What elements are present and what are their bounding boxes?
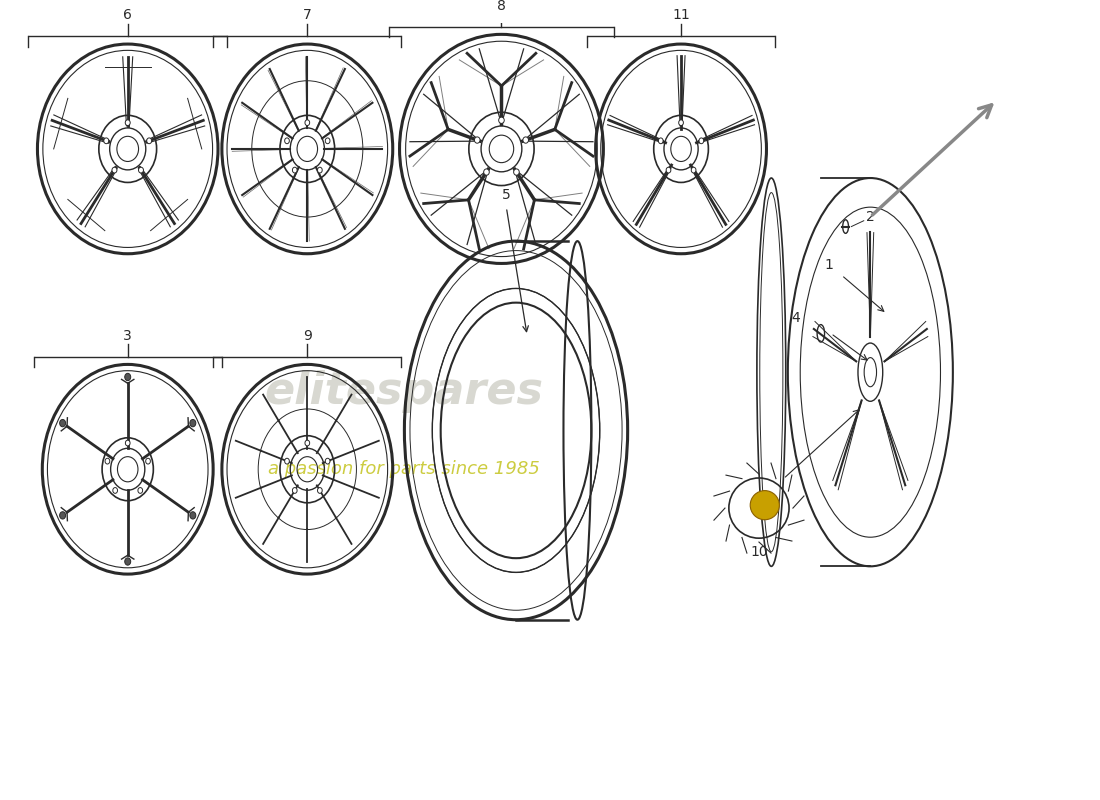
Text: elitespares: elitespares	[265, 370, 543, 413]
Text: 8: 8	[497, 0, 506, 13]
Text: 5: 5	[502, 188, 510, 202]
Text: 4: 4	[792, 311, 800, 325]
Ellipse shape	[190, 419, 196, 426]
Ellipse shape	[190, 512, 196, 519]
Ellipse shape	[691, 167, 696, 173]
Ellipse shape	[318, 487, 322, 494]
Ellipse shape	[139, 167, 143, 173]
Ellipse shape	[498, 117, 504, 123]
Ellipse shape	[112, 167, 117, 173]
Ellipse shape	[318, 167, 322, 173]
Ellipse shape	[145, 458, 151, 464]
Ellipse shape	[305, 120, 310, 126]
Ellipse shape	[293, 487, 297, 494]
Ellipse shape	[103, 138, 109, 144]
Ellipse shape	[326, 138, 330, 144]
Ellipse shape	[326, 458, 330, 464]
Ellipse shape	[514, 169, 519, 175]
Text: 11: 11	[672, 8, 690, 22]
Text: 6: 6	[123, 8, 132, 22]
Ellipse shape	[305, 440, 310, 446]
Ellipse shape	[659, 138, 663, 144]
Text: 1: 1	[825, 258, 834, 272]
Ellipse shape	[698, 138, 704, 144]
Ellipse shape	[474, 137, 480, 143]
Text: 3: 3	[123, 329, 132, 342]
Ellipse shape	[146, 138, 152, 144]
Ellipse shape	[522, 137, 528, 143]
Ellipse shape	[484, 169, 490, 175]
Text: 2: 2	[866, 210, 874, 224]
Ellipse shape	[293, 167, 297, 173]
Ellipse shape	[125, 120, 130, 126]
Ellipse shape	[125, 440, 130, 446]
Text: 10: 10	[750, 545, 768, 559]
Ellipse shape	[124, 374, 131, 381]
Ellipse shape	[138, 487, 143, 494]
Ellipse shape	[750, 490, 779, 520]
Ellipse shape	[106, 458, 110, 464]
Ellipse shape	[285, 458, 289, 464]
Ellipse shape	[285, 138, 289, 144]
Ellipse shape	[59, 419, 66, 426]
Ellipse shape	[59, 512, 66, 519]
Ellipse shape	[113, 487, 118, 494]
Ellipse shape	[679, 120, 683, 126]
Text: 7: 7	[302, 8, 311, 22]
Ellipse shape	[667, 167, 671, 173]
Text: 9: 9	[302, 329, 311, 342]
Text: a passion for parts since 1985: a passion for parts since 1985	[268, 460, 540, 478]
Ellipse shape	[124, 558, 131, 565]
